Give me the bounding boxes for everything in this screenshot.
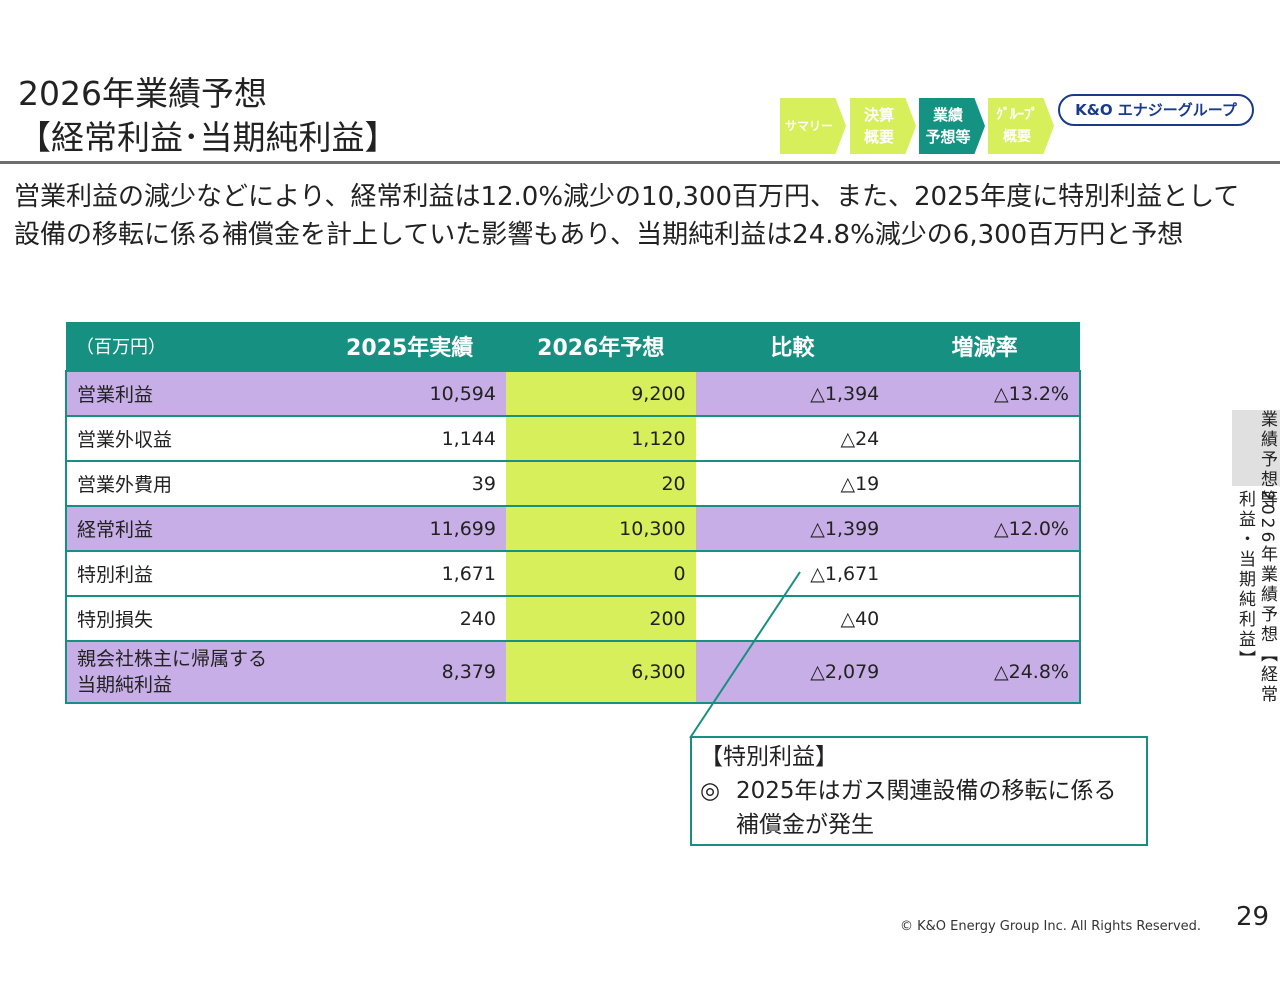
nav-tab-forecast-label: 業績 予想等 xyxy=(925,106,971,146)
table-row: 経常利益 11,699 10,300 △1,399 △12.0% xyxy=(64,505,1081,551)
row-actual: 240 xyxy=(313,595,506,641)
row-diff: △1,394 xyxy=(695,370,890,416)
row-label: 特別損失 xyxy=(64,595,314,641)
nav-tab-group-label: ｸﾞﾙｰﾌﾟ 概要 xyxy=(996,107,1038,145)
page-title-line2: 【経常利益･当期純利益】 xyxy=(18,118,398,157)
table-row: 営業外費用 39 20 △19 xyxy=(64,460,1081,506)
nav-tab-forecast[interactable]: 業績 予想等 xyxy=(919,98,985,154)
row-rate: △13.2% xyxy=(889,370,1081,416)
row-label: 特別利益 xyxy=(64,550,314,596)
row-rate: △12.0% xyxy=(889,505,1081,551)
row-forecast: 200 xyxy=(505,595,696,641)
nav-tab-summary[interactable]: サマリー xyxy=(780,98,846,154)
header-diff: 比較 xyxy=(695,322,890,371)
row-actual: 1,671 xyxy=(313,550,506,596)
header-divider xyxy=(0,161,1280,164)
row-forecast: 0 xyxy=(505,550,696,596)
row-diff: △40 xyxy=(695,595,890,641)
side-index-section: 業績予想等 xyxy=(1257,410,1277,510)
header-rate: 増減率 xyxy=(889,322,1080,371)
header-forecast: 2026年予想 xyxy=(505,322,696,371)
row-label: 営業外費用 xyxy=(64,460,314,506)
forecast-table: （百万円） 2025年実績 2026年予想 比較 増減率 営業利益 10,594… xyxy=(64,322,1081,704)
row-label: 経常利益 xyxy=(64,505,314,551)
row-diff: △24 xyxy=(695,415,890,461)
row-rate xyxy=(889,460,1081,506)
row-forecast: 9,200 xyxy=(505,370,696,416)
nav-tab-summary-label: サマリー xyxy=(784,119,833,133)
company-logo-text: K&O エナジーグループ xyxy=(1075,101,1237,119)
row-rate xyxy=(889,550,1081,596)
row-forecast: 20 xyxy=(505,460,696,506)
double-circle-icon: ◎ xyxy=(700,778,721,804)
row-actual: 1,144 xyxy=(313,415,506,461)
table-row: 営業外収益 1,144 1,120 △24 xyxy=(64,415,1081,461)
page-title: 2026年業績予想 【経常利益･当期純利益】 xyxy=(18,72,398,160)
row-actual: 39 xyxy=(313,460,506,506)
nav-tab-results-label: 決算 概要 xyxy=(863,106,894,146)
row-diff-special: △1,671 xyxy=(695,550,890,596)
table-row: 特別利益 1,671 0 △1,671 xyxy=(64,550,1081,596)
row-rate xyxy=(889,595,1081,641)
row-label-line1: 親会社株主に帰属する xyxy=(77,648,268,670)
row-actual: 11,699 xyxy=(313,505,506,551)
page-number: 29 xyxy=(1236,902,1270,932)
callout-line2: 補償金が発生 xyxy=(736,812,874,838)
callout-title: 【特別利益】 xyxy=(700,744,838,770)
row-rate: △24.8% xyxy=(889,640,1081,704)
row-label: 親会社株主に帰属する 当期純利益 xyxy=(64,640,314,704)
table-row: 特別損失 240 200 △40 xyxy=(64,595,1081,641)
row-forecast: 6,300 xyxy=(505,640,696,704)
header-actual: 2025年実績 xyxy=(313,322,506,371)
row-label: 営業利益 xyxy=(64,370,314,416)
row-diff: △2,079 xyxy=(695,640,890,704)
row-diff: △1,399 xyxy=(695,505,890,551)
nav-tab-group[interactable]: ｸﾞﾙｰﾌﾟ 概要 xyxy=(988,98,1054,154)
side-index-shade xyxy=(1232,410,1280,486)
table-row: 親会社株主に帰属する 当期純利益 8,379 6,300 △2,079 △24.… xyxy=(64,640,1081,704)
row-actual: 10,594 xyxy=(313,370,506,416)
lead-paragraph: 営業利益の減少などにより、経常利益は12.0%減少の10,300百万円、また、2… xyxy=(14,182,1240,250)
side-index: 業績予想等 2026年業績予想【経常利益・当期純利益】 xyxy=(1232,410,1280,710)
side-index-page: 2026年業績予想【経常利益・当期純利益】 xyxy=(1235,490,1277,706)
row-forecast: 1,120 xyxy=(505,415,696,461)
row-rate xyxy=(889,415,1081,461)
table-header-row: （百万円） 2025年実績 2026年予想 比較 増減率 xyxy=(66,322,1080,371)
row-label: 営業外収益 xyxy=(64,415,314,461)
row-actual: 8,379 xyxy=(313,640,506,704)
copyright-text: © K&O Energy Group Inc. All Rights Reser… xyxy=(900,919,1202,934)
row-forecast: 10,300 xyxy=(505,505,696,551)
callout-box: 【特別利益】 ◎ 2025年はガス関連設備の移転に係る 補償金が発生 xyxy=(690,736,1148,846)
nav-tab-results[interactable]: 決算 概要 xyxy=(850,98,916,154)
row-diff: △19 xyxy=(695,460,890,506)
table-row: 営業利益 10,594 9,200 △1,394 △13.2% xyxy=(64,370,1081,416)
row-label-line2: 当期純利益 xyxy=(77,674,173,696)
page-title-line1: 2026年業績予想 xyxy=(18,74,267,113)
callout-line1: 2025年はガス関連設備の移転に係る xyxy=(736,778,1117,804)
header-unit: （百万円） xyxy=(66,322,314,371)
callout-bullet: ◎ 2025年はガス関連設備の移転に係る 補償金が発生 xyxy=(700,774,1138,842)
company-logo: K&O エナジーグループ xyxy=(1058,94,1254,126)
